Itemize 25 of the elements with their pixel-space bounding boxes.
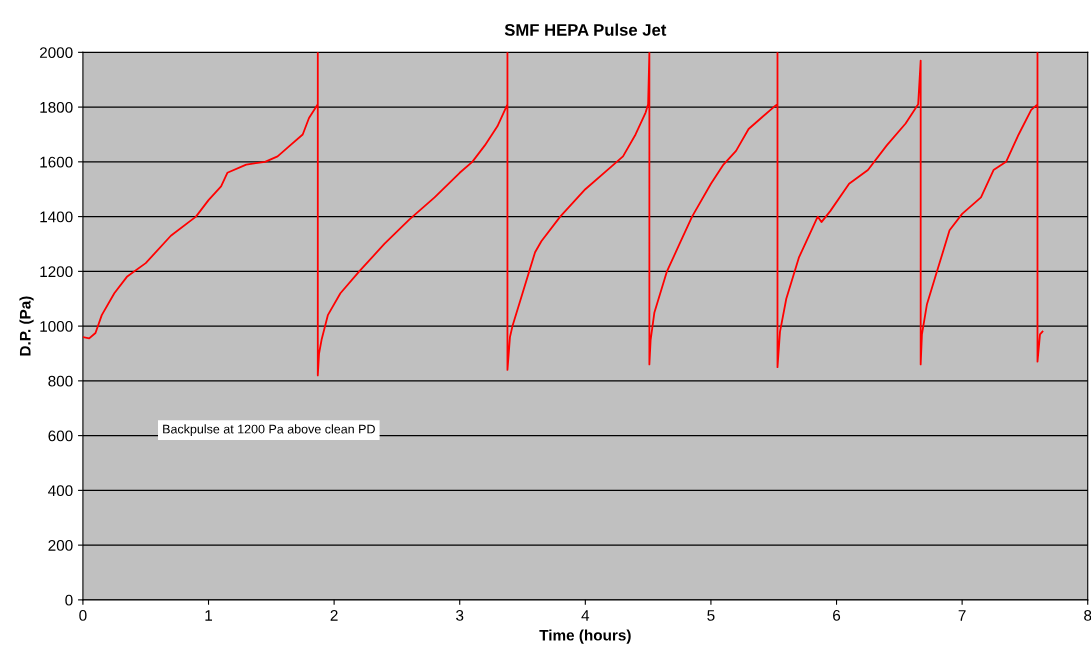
x-tick-label: 5: [707, 610, 715, 621]
y-axis-title: D.P. (Pa): [19, 296, 34, 356]
x-tick-label: 4: [581, 610, 590, 621]
x-tick-label: 8: [1084, 610, 1091, 621]
annotation: Backpulse at 1200 Pa above clean PD: [163, 424, 375, 436]
y-tick-label: 1000: [40, 320, 73, 332]
x-tick-label: 7: [958, 610, 966, 621]
y-tick-label: 0: [65, 594, 73, 606]
chart-title: SMF HEPA Pulse Jet: [504, 23, 667, 36]
y-tick-label: 2000: [39, 47, 73, 59]
y-tick-label: 400: [48, 485, 73, 497]
y-tick-label: 1800: [40, 101, 73, 113]
x-tick-label: 6: [833, 610, 841, 621]
x-tick-label: 1: [205, 610, 213, 621]
x-tick-label: 0: [79, 610, 87, 621]
x-tick-label: 2: [330, 610, 338, 621]
y-tick-label: 800: [48, 375, 73, 387]
y-tick-label: 1600: [40, 156, 73, 168]
x-axis-title: Time (hours): [539, 629, 631, 644]
x-tick-label: 3: [456, 610, 464, 621]
y-tick-label: 1200: [40, 266, 73, 278]
y-tick-label: 200: [48, 539, 73, 551]
y-tick-label: 600: [48, 430, 73, 442]
line-series: [82, 52, 1044, 377]
y-tick-label: 1400: [40, 211, 73, 223]
